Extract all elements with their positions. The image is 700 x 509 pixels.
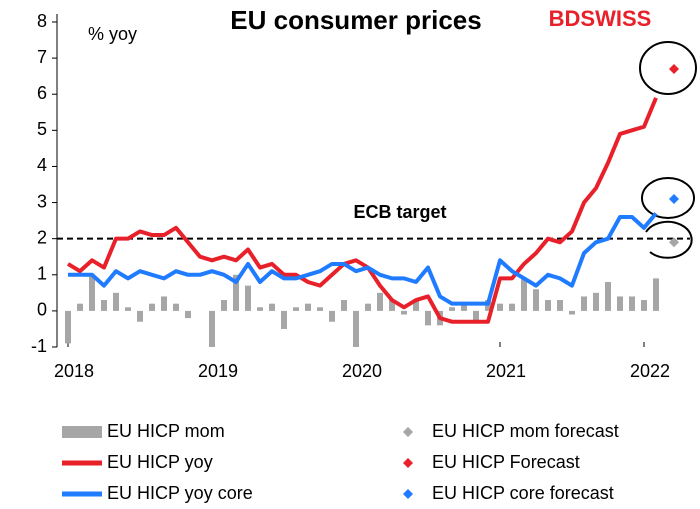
bar <box>125 307 131 311</box>
chart-title: EU consumer prices <box>230 5 481 35</box>
bar <box>281 310 287 329</box>
bar <box>377 292 383 311</box>
legend-swatch <box>62 426 102 438</box>
bar <box>617 296 623 311</box>
y-tick-label: 3 <box>37 191 47 211</box>
bar <box>341 300 347 311</box>
highlight-circle <box>641 177 695 219</box>
legend-swatch <box>403 458 413 468</box>
x-tick-label: 2022 <box>630 361 670 381</box>
bar <box>521 278 527 311</box>
bar <box>545 300 551 311</box>
bar <box>305 303 311 311</box>
legend-label: EU HICP yoy <box>107 452 213 472</box>
bar <box>461 303 467 311</box>
bar <box>593 292 599 311</box>
x-tick-label: 2019 <box>198 361 238 381</box>
bar <box>269 303 275 311</box>
bar <box>629 296 635 311</box>
bar <box>365 303 371 311</box>
forecast-marker <box>669 193 679 204</box>
y-tick-label: 2 <box>37 227 47 247</box>
bar <box>533 289 539 311</box>
x-tick-label: 2018 <box>54 361 94 381</box>
bar <box>509 303 515 311</box>
bar <box>425 310 431 326</box>
legend-swatch <box>403 427 413 437</box>
y-tick-label: 4 <box>37 155 47 175</box>
line <box>68 212 658 306</box>
y-axis-label: % yoy <box>88 24 137 44</box>
bar <box>65 310 71 344</box>
y-tick-label: -1 <box>31 336 47 356</box>
bar <box>641 300 647 311</box>
forecast-marker <box>669 63 679 74</box>
y-tick-label: 0 <box>37 300 47 320</box>
bar <box>401 310 407 315</box>
bar <box>209 310 215 347</box>
bar <box>653 278 659 311</box>
bar <box>89 274 95 311</box>
highlight-circle <box>639 41 697 95</box>
line <box>66 97 658 324</box>
legend-label: EU HICP core forecast <box>432 483 614 503</box>
bar <box>353 310 359 347</box>
bar <box>137 310 143 322</box>
bar <box>245 285 251 311</box>
bar <box>293 307 299 311</box>
bar <box>317 307 323 311</box>
bar <box>185 310 191 319</box>
bar <box>569 310 575 315</box>
bar <box>497 303 503 311</box>
bar <box>77 303 83 311</box>
legend-label: EU HICP mom <box>107 421 225 441</box>
bar <box>101 300 107 311</box>
legend-label: EU HICP mom forecast <box>432 421 619 441</box>
y-tick-label: 6 <box>37 83 47 103</box>
y-tick-label: 5 <box>37 119 47 139</box>
y-tick-label: 7 <box>37 47 47 67</box>
annotation: ECB target <box>353 202 446 222</box>
bar <box>605 282 611 311</box>
bar <box>581 296 587 311</box>
y-tick-label: 8 <box>37 11 47 31</box>
bar <box>473 310 479 322</box>
logo: BDSWISS <box>549 6 652 31</box>
legend-swatch <box>403 489 413 499</box>
bar <box>173 303 179 311</box>
bar <box>329 310 335 322</box>
y-tick-label: 1 <box>37 264 47 284</box>
bar <box>257 307 263 311</box>
bar <box>413 300 419 311</box>
bar <box>389 300 395 311</box>
legend-label: EU HICP yoy core <box>107 483 253 503</box>
highlight-circle <box>645 220 693 259</box>
bar <box>233 274 239 311</box>
bar <box>449 307 455 311</box>
legend-label: EU HICP Forecast <box>432 452 580 472</box>
forecast-marker <box>669 237 679 248</box>
x-tick-label: 2021 <box>486 361 526 381</box>
bar <box>557 300 563 311</box>
x-tick-label: 2020 <box>342 361 382 381</box>
bar <box>149 303 155 311</box>
bar <box>161 296 167 311</box>
bar <box>113 292 119 311</box>
bar <box>221 300 227 311</box>
